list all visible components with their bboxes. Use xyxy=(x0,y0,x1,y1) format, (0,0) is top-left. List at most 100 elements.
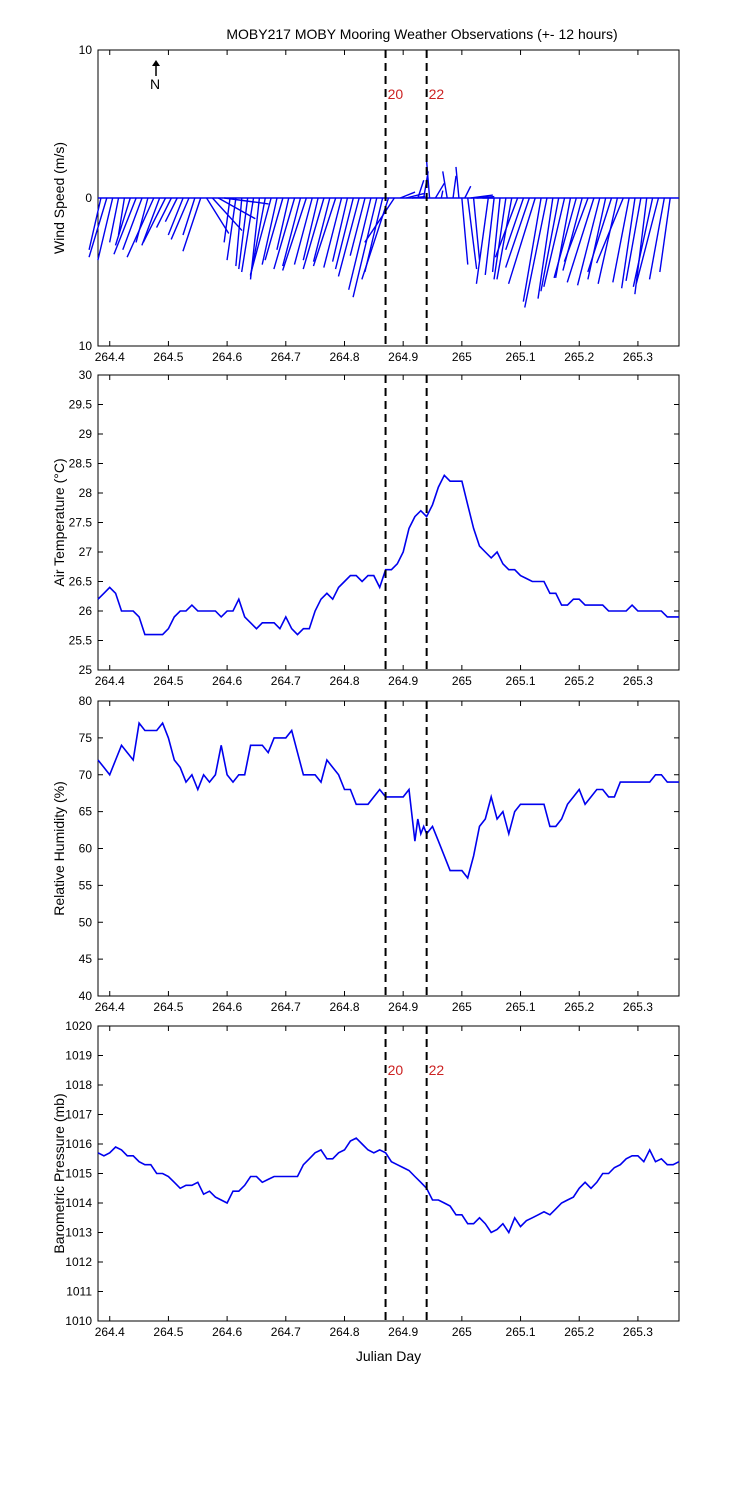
y-tick-label: 1017 xyxy=(65,1108,92,1122)
wind-vector xyxy=(597,197,619,284)
y-tick-label: 26 xyxy=(79,604,93,618)
wind-vector xyxy=(470,194,493,199)
x-tick-label: 264.6 xyxy=(212,674,242,688)
marker-label-20: 20 xyxy=(388,86,404,102)
x-tick-label: 265 xyxy=(452,350,472,364)
air-temperature-panel: 264.4 264.5 264.6 264.7 264.8 264.9 265 265.1 26… xyxy=(51,368,680,688)
wind-vector xyxy=(141,197,161,246)
wind-vector xyxy=(452,175,457,199)
wind-vector xyxy=(226,197,237,261)
x-tick-label: 264.5 xyxy=(153,350,183,364)
y-tick-label: 1020 xyxy=(65,1019,92,1033)
wind-vector xyxy=(337,197,360,277)
wind-vector xyxy=(648,197,666,280)
relative-humidity-line xyxy=(97,721,679,880)
wind-vector xyxy=(282,197,302,267)
wind-vector xyxy=(632,197,654,287)
wind-vector xyxy=(276,197,290,250)
wind-vector xyxy=(612,197,630,283)
y-tick-label: 30 xyxy=(79,368,93,382)
wind-vector xyxy=(540,197,560,292)
x-tick-label: 264.4 xyxy=(95,1325,125,1339)
wind-vector xyxy=(472,197,481,261)
y-tick-label: 1014 xyxy=(65,1196,92,1210)
x-tick-label: 264.8 xyxy=(329,674,359,688)
wind-vector xyxy=(455,166,460,199)
barometric-pressure-panel: 264.4 264.5 264.6 264.7 264.8 264.9 265 265.1 26… xyxy=(51,1019,680,1364)
wind-vector xyxy=(323,197,343,268)
x-tick-label: 264.7 xyxy=(271,350,301,364)
x-tick-label: 264.6 xyxy=(212,1000,242,1014)
x-tick-label: 264.9 xyxy=(388,674,418,688)
y-tick-label: 10 xyxy=(79,43,93,57)
y-tick-label: 45 xyxy=(79,952,93,966)
y-tick-label: 1012 xyxy=(65,1255,92,1269)
wind-vector xyxy=(587,197,613,273)
wind-vector xyxy=(281,197,308,271)
x-tick-label: 264.6 xyxy=(212,350,242,364)
wind-vector xyxy=(224,197,269,205)
x-tick-label: 265.3 xyxy=(623,350,653,364)
wind-vector xyxy=(108,197,120,243)
wind-vector xyxy=(576,197,601,286)
air-temperature-ylabel: Air Temperature (°C) xyxy=(51,458,67,586)
wind-vector xyxy=(440,190,444,199)
y-tick-label: 28.5 xyxy=(69,457,93,471)
x-tick-label: 265.1 xyxy=(506,350,536,364)
relative-humidity-panel: 264.4 264.5 264.6 264.7 264.8 264.9 265 265.1 26… xyxy=(51,694,680,1014)
wind-vector xyxy=(264,197,284,261)
wind-vector xyxy=(553,197,577,279)
x-tick-label: 265 xyxy=(452,1325,472,1339)
wind-vector xyxy=(170,197,190,240)
wind-vector xyxy=(505,197,525,251)
wind-vector xyxy=(223,197,231,243)
x-tick-label: 264.7 xyxy=(271,1325,301,1339)
wind-vector xyxy=(164,197,178,222)
wind-vector xyxy=(205,197,230,234)
wind-vector xyxy=(113,197,137,255)
x-tick-label: 264.9 xyxy=(388,1000,418,1014)
x-tick-label: 265 xyxy=(452,674,472,688)
x-tick-label: 264.8 xyxy=(329,350,359,364)
y-tick-label: 29 xyxy=(79,427,93,441)
wind-vector xyxy=(620,197,636,289)
x-tick-label: 265.1 xyxy=(506,1325,536,1339)
wind-vector xyxy=(302,197,319,261)
x-tick-label: 264.5 xyxy=(153,1000,183,1014)
x-tick-label: 264.7 xyxy=(271,674,301,688)
y-tick-label: 50 xyxy=(79,915,93,929)
y-tick-label: 65 xyxy=(79,805,93,819)
wind-vector xyxy=(476,195,495,199)
y-tick-label: 60 xyxy=(79,842,93,856)
wind-vector xyxy=(494,197,519,258)
x-tick-label: 264.7 xyxy=(271,1000,301,1014)
wind-vector xyxy=(364,197,395,243)
north-indicator: N xyxy=(150,60,160,92)
y-tick-label: 1011 xyxy=(66,1285,92,1299)
y-tick-label: 10 xyxy=(79,339,93,353)
y-tick-label: 29.5 xyxy=(69,398,93,412)
y-tick-label: 1018 xyxy=(65,1078,92,1092)
wind-vector xyxy=(434,182,445,199)
wind-vector xyxy=(135,197,149,243)
wind-vector xyxy=(496,197,513,280)
y-tick-label: 80 xyxy=(79,694,93,708)
wind-vector xyxy=(312,197,331,262)
wind-vector xyxy=(334,197,354,270)
wind-vector xyxy=(331,197,349,262)
y-tick-label: 1013 xyxy=(65,1226,92,1240)
x-tick-label: 264.4 xyxy=(95,1000,125,1014)
wind-vector xyxy=(235,197,243,267)
x-tick-label: 265 xyxy=(452,1000,472,1014)
y-tick-label: 55 xyxy=(79,878,93,892)
panels: 264.4 264.5 264.6 264.7 264.8 264.9 265 265.1 26… xyxy=(51,43,680,1364)
wind-vector xyxy=(507,197,536,285)
wind-vector xyxy=(464,185,472,199)
wind-vector xyxy=(405,192,425,199)
wind-vector xyxy=(302,197,325,270)
relative-humidity-ylabel: Relative Humidity (%) xyxy=(51,781,67,916)
y-tick-label: 75 xyxy=(79,731,93,745)
x-tick-label: 264.6 xyxy=(212,1325,242,1339)
x-tick-label: 265.1 xyxy=(506,674,536,688)
